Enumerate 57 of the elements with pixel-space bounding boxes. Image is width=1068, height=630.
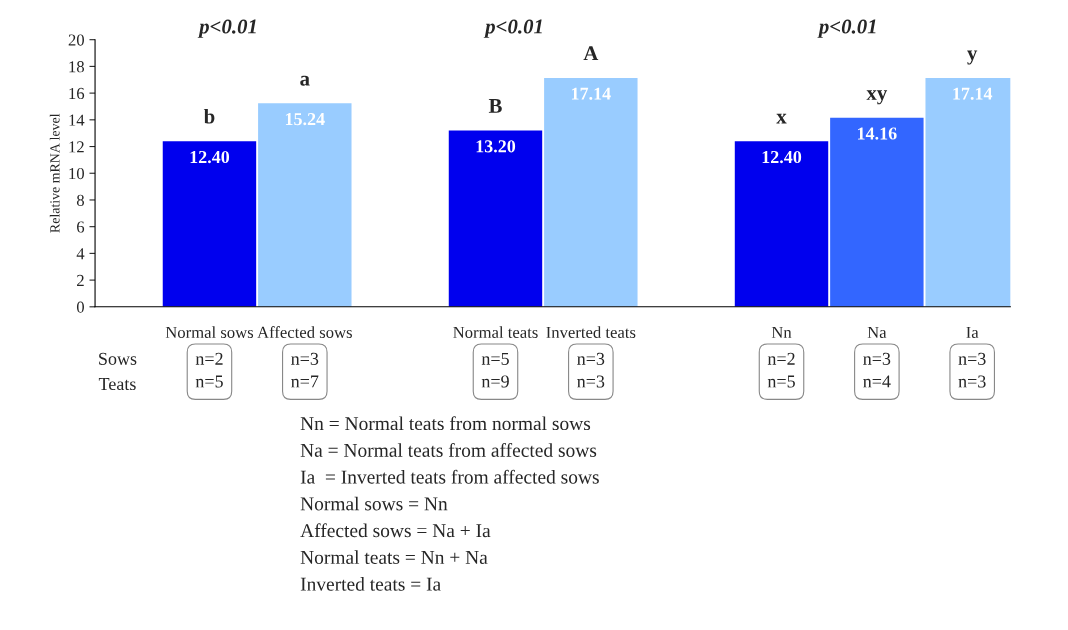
- text: n=2 n=5: [195, 352, 223, 388]
- y-axis-title: Relative mRNA level: [49, 113, 60, 233]
- text: Normal sows = Nn: [300, 496, 448, 511]
- data-label: 17.14: [953, 87, 993, 100]
- x-tick-label: Nn: [771, 326, 792, 338]
- text: Sows: [99, 352, 137, 365]
- text: n=3 n=3: [958, 352, 986, 388]
- text: p<0.01: [483, 19, 542, 38]
- x-tick-label: Na: [867, 326, 887, 338]
- text: Affected sows = Na + Ia: [300, 523, 491, 538]
- text: Ia = Inverted teats from affected sows: [300, 469, 599, 484]
- text: n=3 n=3: [577, 352, 605, 388]
- bar: [544, 77, 638, 307]
- annotation: A: [583, 46, 599, 61]
- text: Teats: [98, 378, 136, 391]
- y-tick-label: 0: [76, 301, 84, 313]
- annotation: B: [488, 99, 502, 113]
- x-tick-label: Affected sows: [257, 326, 352, 338]
- text: n=2 n=5: [767, 352, 795, 388]
- annotation: a: [300, 75, 310, 86]
- x-tick-label: Normal teats: [453, 326, 538, 338]
- y-tick-label: 12: [69, 141, 84, 153]
- annotation: xy: [866, 90, 888, 105]
- x-tick-label: Inverted teats: [546, 326, 636, 338]
- text: n=5 n=9: [481, 352, 509, 388]
- data-label: 17.14: [571, 87, 611, 100]
- bar: [162, 141, 257, 307]
- data-label: 13.20: [476, 140, 516, 153]
- text: p<0.01: [197, 19, 256, 38]
- x-tick-label: Normal sows: [165, 326, 254, 338]
- y-tick-label: 18: [69, 61, 84, 73]
- text: Na = Normal teats from affected sows: [300, 443, 597, 457]
- y-tick-label: 4: [76, 248, 85, 260]
- text: Normal teats = Nn + Na: [300, 550, 488, 564]
- y-tick-label: 16: [69, 87, 85, 100]
- annotation: x: [776, 113, 787, 124]
- x-tick-label: Ia: [966, 326, 979, 338]
- y-tick-label: 14: [69, 114, 85, 126]
- bar: [448, 130, 543, 307]
- data-label: 12.40: [190, 150, 230, 164]
- bar: [258, 103, 352, 307]
- y-tick-label: 8: [76, 194, 84, 206]
- text: Inverted teats = Ia: [300, 577, 441, 591]
- annotation: y: [967, 50, 978, 65]
- bar: [734, 141, 829, 307]
- y-tick-label: 10: [69, 167, 84, 180]
- y-tick-label: 20: [68, 34, 84, 46]
- text: p<0.01: [817, 19, 876, 38]
- y-tick-label: 2: [77, 274, 84, 286]
- data-label: 14.16: [857, 127, 897, 140]
- data-label: 12.40: [762, 150, 802, 164]
- y-tick-label: 6: [77, 221, 85, 233]
- text: n=3 n=7: [291, 352, 319, 388]
- text: n=3 n=4: [863, 352, 891, 388]
- data-label: 15.24: [285, 113, 325, 126]
- annotation: b: [203, 108, 215, 124]
- text: Nn = Normal teats from normal sows: [300, 416, 591, 431]
